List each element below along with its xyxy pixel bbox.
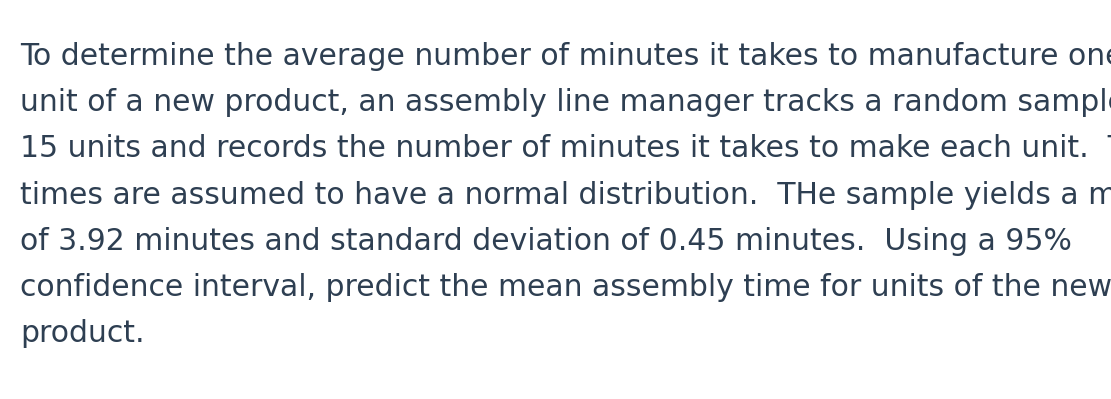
Text: To determine the average number of minutes it takes to manufacture one
unit of a: To determine the average number of minut… bbox=[20, 42, 1111, 348]
